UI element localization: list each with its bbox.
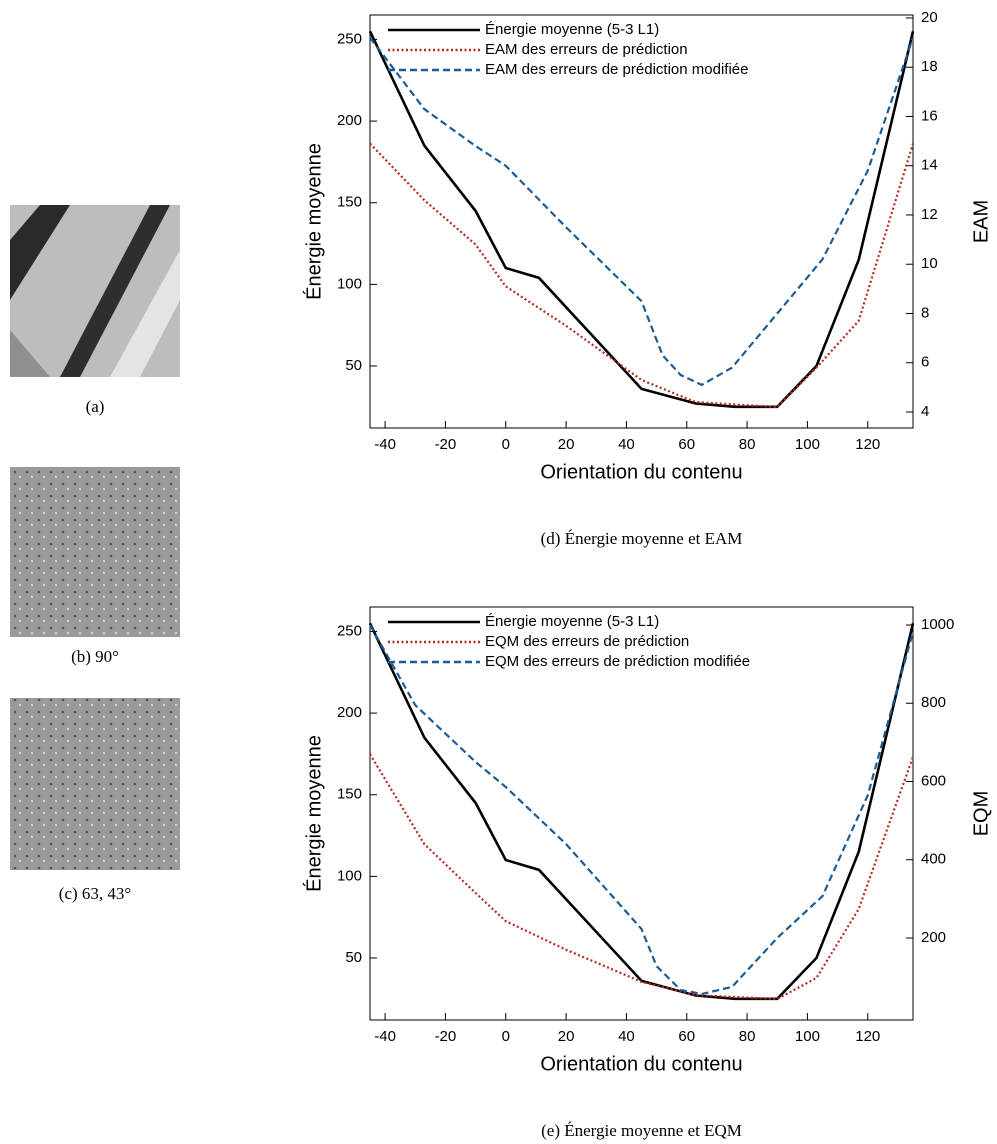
chart-caption: (d) Énergie moyenne et EAM — [541, 529, 743, 548]
legend-label: Énergie moyenne (5-3 L1) — [485, 21, 659, 38]
chart-caption: (e) Énergie moyenne et EQM — [541, 1121, 742, 1140]
x-tick-label: 40 — [618, 1028, 635, 1045]
x-tick-label: 80 — [739, 1028, 756, 1045]
series-line — [369, 36, 915, 387]
x-axis-label: Orientation du contenu — [540, 461, 742, 483]
x-tick-label: 120 — [855, 1028, 880, 1045]
legend-label: EQM des erreurs de prédiction — [485, 633, 689, 650]
image-a — [10, 205, 180, 377]
x-tick-label: 60 — [678, 436, 695, 453]
y-tick-label: 100 — [337, 867, 362, 884]
x-tick-label: 80 — [739, 436, 756, 453]
y2-tick-label: 800 — [921, 694, 946, 711]
y2-tick-label: 14 — [921, 157, 938, 174]
y-tick-label: 50 — [345, 949, 362, 966]
y-tick-label: 50 — [345, 357, 362, 374]
legend-label: EQM des erreurs de prédiction modifiée — [485, 653, 750, 670]
y2-tick-label: 20 — [921, 9, 938, 26]
x-axis-label: Orientation du contenu — [540, 1053, 742, 1075]
plot-frame — [369, 606, 914, 1021]
y2-tick-label: 6 — [921, 354, 929, 371]
series-line — [369, 624, 915, 996]
x-tick-label: -40 — [374, 436, 396, 453]
image-c — [10, 698, 180, 870]
y2-tick-label: 400 — [921, 851, 946, 868]
legend-label: EAM des erreurs de prédiction modifiée — [485, 61, 748, 78]
caption: (c) 63, 43° — [59, 884, 131, 903]
x-tick-label: 0 — [502, 1028, 510, 1045]
y2-tick-label: 8 — [921, 304, 929, 321]
series-line — [369, 142, 915, 409]
y-tick-label: 250 — [337, 622, 362, 639]
y2-tick-label: 600 — [921, 772, 946, 789]
x-tick-label: -40 — [374, 1028, 396, 1045]
y-tick-label: 200 — [337, 704, 362, 721]
y-axis-label: Énergie moyenne — [302, 143, 325, 300]
x-tick-label: 60 — [678, 1028, 695, 1045]
y2-tick-label: 1000 — [921, 616, 954, 633]
y2-tick-label: 200 — [921, 929, 946, 946]
image-b — [10, 467, 180, 637]
legend-label: Énergie moyenne (5-3 L1) — [485, 613, 659, 630]
x-tick-label: 100 — [795, 436, 820, 453]
y-tick-label: 150 — [337, 786, 362, 803]
series-line — [368, 30, 915, 409]
x-tick-label: -20 — [435, 1028, 457, 1045]
series-line — [368, 622, 915, 1001]
x-tick-label: -20 — [435, 436, 457, 453]
y2-tick-label: 18 — [921, 58, 938, 75]
y2-tick-label: 12 — [921, 206, 938, 223]
y-tick-label: 200 — [337, 112, 362, 129]
x-tick-label: 100 — [795, 1028, 820, 1045]
y2-axis-label: EAM — [970, 200, 992, 243]
x-tick-label: 120 — [855, 436, 880, 453]
caption: (b) 90° — [71, 647, 119, 666]
y2-tick-label: 10 — [921, 255, 938, 272]
legend-label: EAM des erreurs de prédiction — [485, 41, 688, 58]
x-tick-label: 20 — [558, 436, 575, 453]
y-tick-label: 150 — [337, 194, 362, 211]
x-tick-label: 0 — [502, 436, 510, 453]
y-axis-label: Énergie moyenne — [302, 735, 325, 892]
y-tick-label: 100 — [337, 275, 362, 292]
y-tick-label: 250 — [337, 30, 362, 47]
y2-axis-label: EQM — [970, 791, 992, 837]
x-tick-label: 20 — [558, 1028, 575, 1045]
caption: (a) — [86, 397, 105, 416]
series-line — [369, 753, 915, 1001]
y2-tick-label: 16 — [921, 107, 938, 124]
plot-frame — [369, 14, 914, 429]
y2-tick-label: 4 — [921, 403, 929, 420]
x-tick-label: 40 — [618, 436, 635, 453]
